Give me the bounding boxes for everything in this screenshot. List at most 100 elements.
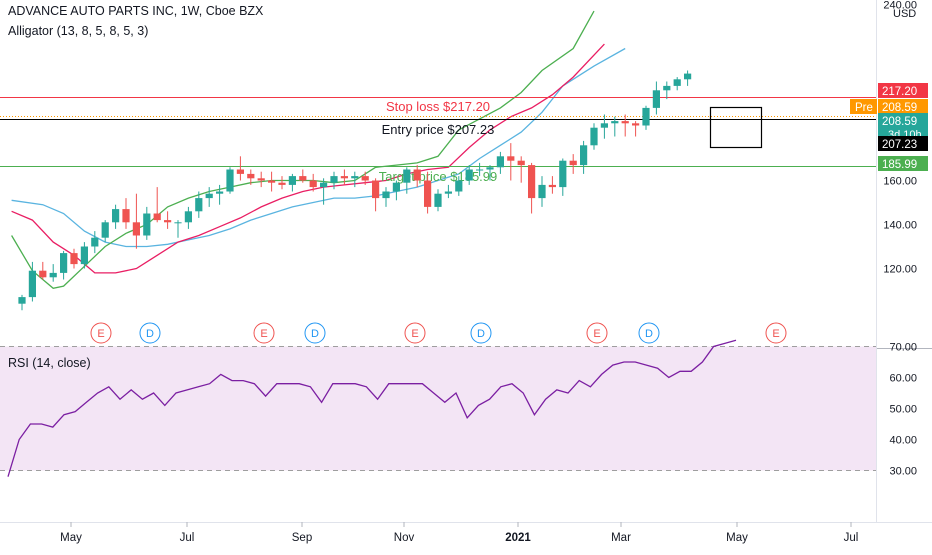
y-tick-label: 120.00 [883,264,917,276]
event-label: D [146,328,154,340]
candle-body [216,191,224,194]
x-tick-label: Mar [611,532,631,544]
rsi-y-tick-label: 40.00 [889,435,917,447]
event-circle [586,322,608,344]
candle-body [60,253,68,273]
candle-body [49,272,57,278]
event-marker: E [586,322,608,344]
candle-body [507,156,515,161]
candle-body [424,180,432,207]
candle-body [184,211,192,223]
candle-body [236,169,244,174]
candle-body [28,270,36,298]
price-tag-text: 208.59 [882,102,917,114]
price-tag: 207.23 [878,136,928,151]
candle-body [663,85,671,91]
candle-body [632,123,640,126]
candle-body [621,121,629,124]
event-circle [304,322,326,344]
candle-body [642,107,650,126]
event-label: E [260,328,267,340]
candle-body [153,213,161,221]
alligator-jaw-line [11,47,626,248]
candle-body [392,182,400,192]
highlight-box [709,106,763,149]
candle-body [559,160,567,188]
candle-body [372,180,380,199]
entry-label: Entry price $207.23 [382,122,495,137]
y-tick-label: 240.00 [883,0,917,12]
event-label: E [593,328,600,340]
candle-body [538,184,546,199]
candle-body [600,123,608,128]
event-marker: D [304,322,326,344]
y-tick-label: 140.00 [883,220,917,232]
candle-body [382,191,390,199]
candle-body [80,246,88,265]
price-tag-text: 207.23 [882,139,917,151]
candle-body [444,191,452,194]
candle-body [486,167,494,170]
candle-body [132,222,140,236]
x-tick-label: May [60,532,82,544]
candle-body [143,213,151,236]
event-circle [404,322,426,344]
candle-body [403,169,411,183]
rsi-y-tick-label: 70.00 [889,342,917,354]
event-circle [765,322,787,344]
rsi-title: RSI (14, close) [8,356,91,370]
candle-body [278,182,286,185]
event-label: D [477,328,485,340]
chart-title: ADVANCE AUTO PARTS INC, 1W, Cboe BZX [8,4,264,18]
candle-body [476,169,484,171]
candle-body [101,222,109,238]
candle-body [320,182,328,188]
candle-body [611,121,619,124]
candle-body [112,209,120,223]
event-label: E [772,328,779,340]
candle-body [299,176,307,181]
alligator-teeth-line [11,43,605,274]
event-marker: D [470,322,492,344]
event-marker: D [638,322,660,344]
candle-body [91,237,99,247]
candle-body [434,193,442,207]
currency-label: USD [893,8,917,20]
event-label: E [411,328,418,340]
candle-body [288,176,296,185]
event-marker: E [90,322,112,344]
candle-body [652,90,660,108]
candle-body [496,156,504,168]
candle-body [247,173,255,179]
price-tag-text: 217.20 [882,86,917,98]
event-circle [139,322,161,344]
rsi-band-fill [0,346,876,471]
event-circle [638,322,660,344]
candle-body [590,127,598,146]
candle-body [309,180,317,188]
x-tick-label: Jul [180,532,195,544]
candle-body [465,169,473,181]
price-tag-bg [878,136,928,151]
candle-body [268,180,276,183]
candle-body [257,178,265,181]
x-tick-label: Nov [394,532,415,544]
candle-body [205,193,213,199]
stop-loss-label: Stop loss $217.20 [386,99,490,114]
candle-body [39,270,47,278]
price-tag-text: 185.99 [882,159,917,171]
pre-tag-text: Pre [855,102,873,114]
candle-body [569,160,577,166]
event-label: D [645,328,653,340]
candle-body [164,220,172,223]
event-label: D [311,328,319,340]
pre-tag-bg [850,99,877,114]
candle-body [528,165,536,199]
event-marker: E [765,322,787,344]
rsi-y-tick-label: 30.00 [889,466,917,478]
event-marker: E [404,322,426,344]
alligator-lips-line [11,10,595,290]
candle-body [195,198,203,212]
